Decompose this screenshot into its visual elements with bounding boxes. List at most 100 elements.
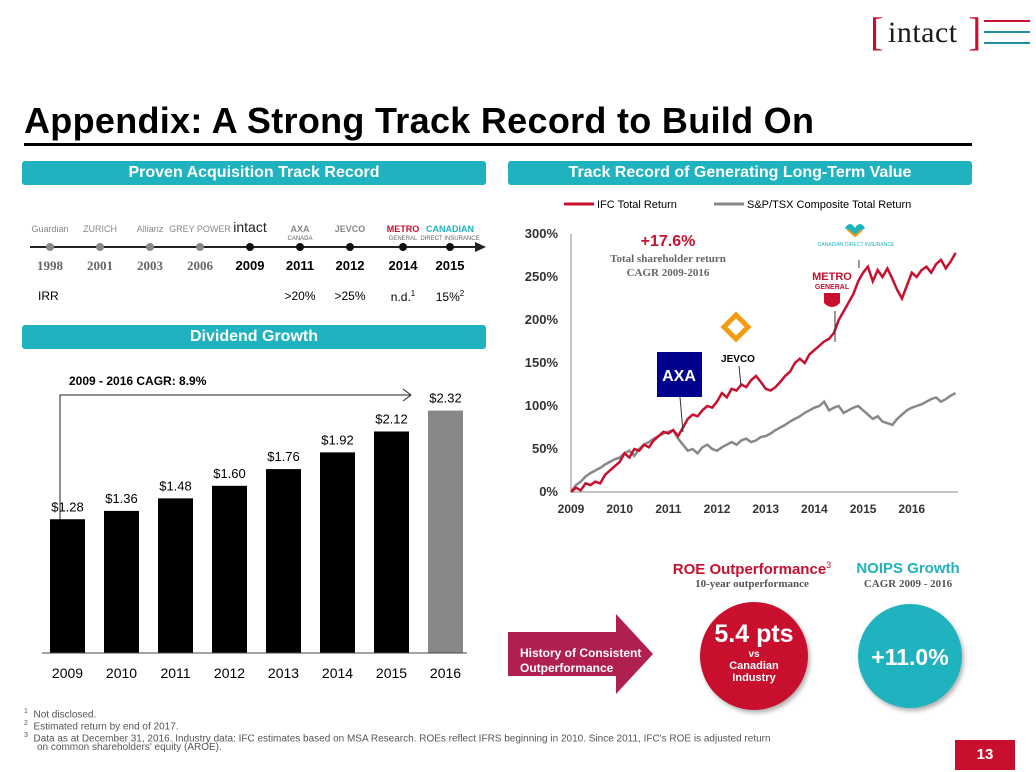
bar-category-2014: 2014	[322, 665, 353, 681]
bar-2011	[158, 498, 193, 653]
cdi-logo-text: CANADIAN DIRECT INSURANCE	[818, 242, 895, 248]
jevco-logo-text: JEVCO	[721, 354, 755, 365]
bar-2016	[428, 410, 463, 653]
callout-pct: +17.6%	[641, 233, 696, 250]
bar-label-2014: $1.92	[321, 432, 354, 447]
bar-category-2011: 2011	[160, 665, 190, 681]
bar-category-2012: 2012	[214, 665, 245, 681]
jevco-pointer	[738, 365, 742, 387]
irr-label: IRR	[38, 289, 59, 303]
noips-subtitle: CAGR 2009 - 2016	[863, 578, 953, 590]
timeline-year-2011: 2011	[285, 258, 315, 273]
logo-metro: METRO	[387, 224, 420, 234]
xtick-2013: 2013	[752, 502, 779, 516]
timeline-dot-2001	[96, 243, 104, 251]
bar-2009	[50, 519, 85, 653]
bar-label-2009: $1.28	[51, 499, 84, 514]
bar-label-2010: $1.36	[105, 491, 138, 506]
cagr-arrowhead	[402, 388, 412, 402]
xtick-2014: 2014	[801, 502, 828, 516]
cdi-logo	[845, 224, 865, 238]
timeline-dot-2014	[399, 243, 407, 251]
legend-tsx: S&P/TSX Composite Total Return	[747, 199, 911, 211]
bar-category-2013: 2013	[268, 665, 299, 681]
timeline-year-2009: 2009	[235, 258, 265, 273]
xtick-2015: 2015	[850, 502, 877, 516]
logo-lines	[984, 20, 1030, 53]
bar-label-2016: $2.32	[429, 391, 462, 406]
callout-line2: CAGR 2009-2016	[627, 267, 710, 279]
roe-title: ROE Outperformance	[672, 561, 827, 578]
series-ifc-line	[570, 252, 957, 493]
roe-sup: 3	[826, 560, 832, 570]
logo-zurich: ZURICH	[83, 224, 117, 234]
timeline-dot-2003	[146, 243, 154, 251]
bar-label-2013: $1.76	[267, 449, 300, 464]
logo-word: intact	[888, 16, 958, 49]
roe-title-wrap: ROE Outperformance3	[664, 560, 840, 578]
title-rule	[24, 143, 972, 146]
ytick-200: 200%	[525, 312, 559, 327]
dividend-header: Dividend Growth	[22, 325, 486, 349]
xtick-2012: 2012	[704, 502, 731, 516]
bar-category-2015: 2015	[376, 665, 407, 681]
timeline-dot-2006	[196, 243, 204, 251]
bar-2010	[104, 510, 139, 653]
bar-2014	[320, 452, 355, 653]
logo-allianz: Allianz	[137, 224, 164, 234]
acquisition-header: Proven Acquisition Track Record	[22, 161, 486, 185]
ytick-0: 0%	[539, 484, 558, 499]
irr-value-2012: >25%	[334, 289, 366, 303]
bar-2013	[266, 469, 301, 653]
logo-guardian: Guardian	[31, 224, 68, 234]
ytick-300: 300%	[525, 226, 559, 241]
xtick-2010: 2010	[606, 502, 633, 516]
timeline-dot-2009	[246, 243, 254, 251]
bar-label-2015: $2.12	[375, 411, 408, 426]
logo-axa: AXA	[290, 224, 310, 234]
bar-2015	[374, 431, 409, 653]
timeline-dot-2015	[446, 243, 454, 251]
bar-category-2009: 2009	[52, 665, 83, 681]
arrow-line1: History of Consistent	[520, 646, 641, 660]
noips-title: NOIPS Growth	[856, 560, 960, 577]
logo-sub-8: DIRECT INSURANCE	[420, 236, 479, 242]
logo-canadian: CANADIAN	[426, 224, 474, 234]
timeline-dot-1998	[46, 243, 54, 251]
roe-line2: Industry	[732, 672, 776, 684]
page-title: Appendix: A Strong Track Record to Build…	[24, 100, 815, 141]
logo-sub-5: CANADA	[287, 236, 312, 242]
roe-circle: 5.4 pts vs Canadian Industry	[700, 602, 808, 710]
ytick-250: 250%	[525, 269, 559, 284]
footnote-3-cont: on common shareholders' equity (AROE).	[37, 742, 222, 753]
irr-value-2014: n.d.1	[390, 289, 416, 304]
cagr-arrow-line	[59, 394, 410, 528]
cagr-label: 2009 - 2016 CAGR: 8.9%	[69, 374, 207, 388]
xtick-2009: 2009	[558, 502, 585, 516]
roe-value: 5.4 pts	[714, 620, 794, 648]
axa-logo	[657, 352, 702, 397]
logo-jevco: JEVCO	[335, 224, 366, 234]
legend-ifc: IFC Total Return	[597, 199, 677, 211]
timeline-dot-2011	[296, 243, 304, 251]
dividend-chart: 2009 - 2016 CAGR: 8.9% $1.28 2009 $1.36 201…	[42, 374, 467, 681]
xtick-2011: 2011	[655, 502, 681, 516]
roe-subtitle: 10-year outperformance	[695, 578, 809, 590]
arrow-shape	[508, 614, 653, 694]
timeline-year-1998: 1998	[37, 258, 63, 273]
outperf-arrow: History of Consistent Outperformance	[508, 614, 653, 694]
timeline-year-2012: 2012	[335, 258, 365, 273]
timeline-year-2015: 2015	[435, 258, 465, 273]
axa-pointer	[679, 396, 684, 433]
bar-label-2011: $1.48	[159, 478, 192, 493]
axa-logo-text: AXA	[662, 368, 696, 385]
metro-shield	[824, 293, 840, 307]
timeline-year-2003: 2003	[137, 258, 163, 273]
ytick-100: 100%	[525, 398, 559, 413]
roe-vs: vs	[748, 649, 760, 660]
logo-greypower: GREY POWER	[169, 224, 231, 234]
series-tsx-line	[569, 391, 957, 493]
footnote-2: 2 Estimated return by end of 2017.	[24, 720, 179, 733]
bar-label-2012: $1.60	[213, 466, 246, 481]
metro-logo-text2: GENERAL	[815, 284, 850, 291]
